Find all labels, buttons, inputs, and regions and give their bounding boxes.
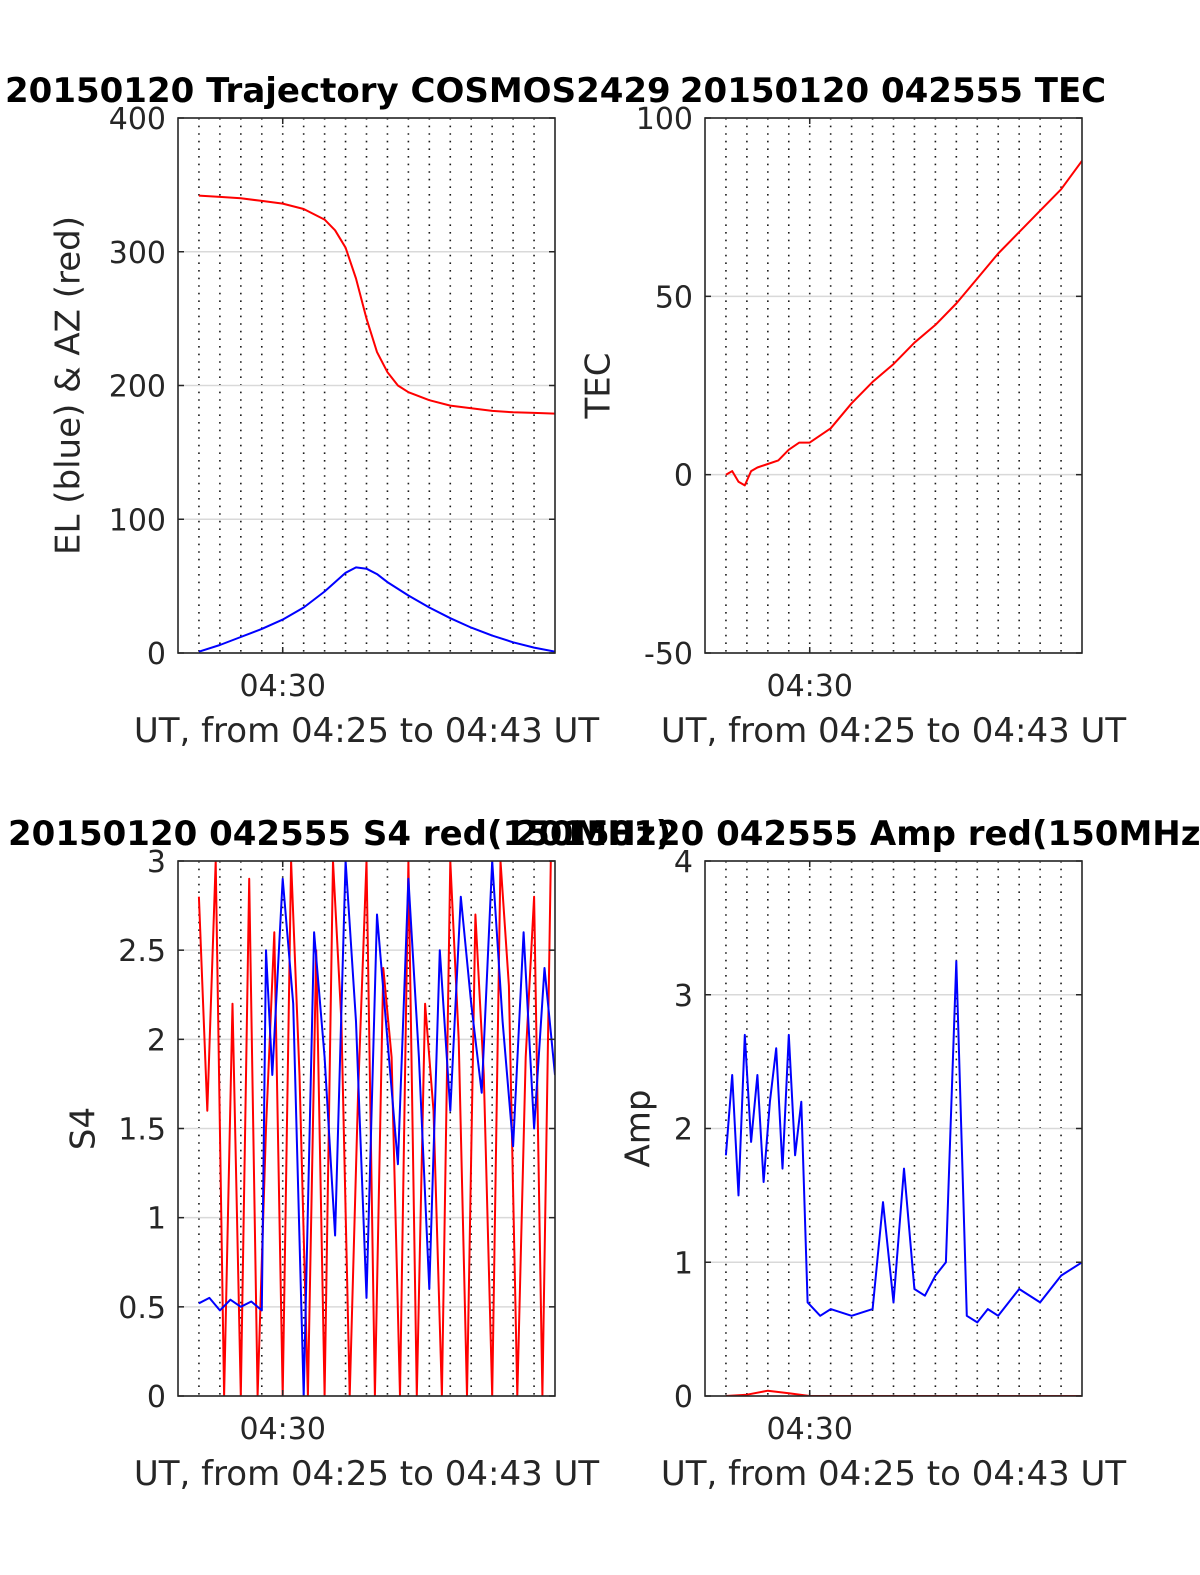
y-tick-label: 0	[147, 637, 166, 672]
y-tick-label: 100	[636, 102, 693, 137]
y-tick-label: 400	[109, 102, 166, 137]
y-tick-label: 1.5	[118, 1113, 166, 1148]
y-tick-label: 2	[147, 1023, 166, 1058]
y-tick-label: 2	[674, 1113, 693, 1148]
y-tick-label: 3	[147, 845, 166, 880]
series-line-1	[725, 1389, 1082, 1396]
x-tick-label: 04:30	[239, 1412, 325, 1447]
y-tick-label: 50	[655, 280, 693, 315]
panel-3: 0 0.5 1 1.5 2 2.5 3 04:30 UT, from 04:25 to 04:4…	[8, 814, 671, 1494]
series-line-1	[725, 160, 1082, 487]
y-tick-label: 0	[147, 1380, 166, 1415]
y-tick-label: 200	[109, 370, 166, 405]
series-line-2	[724, 960, 1082, 1324]
chart-title: 20150120 042555 TEC	[680, 71, 1106, 111]
panel-4: 0 1 2 3 4 04:30 UT, from 04:25 to 04:43 UT Amp 2…	[515, 814, 1200, 1494]
y-axis-label: EL (blue) & AZ (red)	[49, 216, 89, 555]
x-axis-label: UT, from 04:25 to 04:43 UT	[661, 711, 1127, 751]
x-tick-label: 04:30	[766, 669, 852, 704]
y-tick-label: -50	[644, 637, 693, 672]
panel-1: 0 100 200 300 400 04:30 UT, from 04:25 to 04:4…	[5, 71, 671, 751]
y-axis-label: Amp	[619, 1090, 659, 1168]
y-tick-label: 100	[109, 503, 166, 538]
panel-2: -50 0 50 100 04:30 UT, from 04:25 to 04:43 UT…	[579, 71, 1127, 751]
y-tick-label: 0	[674, 459, 693, 494]
x-axis-label: UT, from 04:25 to 04:43 UT	[134, 1454, 600, 1494]
y-tick-label: 4	[674, 845, 693, 880]
x-axis-label: UT, from 04:25 to 04:43 UT	[134, 711, 600, 751]
y-tick-label: 3	[674, 979, 693, 1014]
y-axis-label: TEC	[579, 353, 619, 420]
y-tick-label: 0.5	[118, 1291, 166, 1326]
series-line-2	[198, 861, 555, 1396]
chart-title: 20150120 042555 S4 red(150MHz)	[8, 814, 671, 854]
series-line-2	[198, 566, 555, 653]
y-tick-label: 0	[674, 1380, 693, 1415]
y-tick-label: 1	[147, 1202, 166, 1237]
y-tick-label: 2.5	[118, 934, 166, 969]
x-tick-label: 04:30	[239, 669, 325, 704]
series-line-1	[198, 194, 555, 415]
chart-title: 20150120 Trajectory COSMOS2429	[5, 71, 671, 111]
x-axis-label: UT, from 04:25 to 04:43 UT	[661, 1454, 1127, 1494]
y-axis-label: S4	[64, 1107, 104, 1150]
axes-box	[704, 117, 1083, 654]
y-tick-label: 1	[674, 1246, 693, 1281]
x-tick-label: 04:30	[766, 1412, 852, 1447]
y-tick-label: 300	[109, 236, 166, 271]
chart-title: 20150120 042555 Amp red(150MHz)	[515, 814, 1200, 854]
